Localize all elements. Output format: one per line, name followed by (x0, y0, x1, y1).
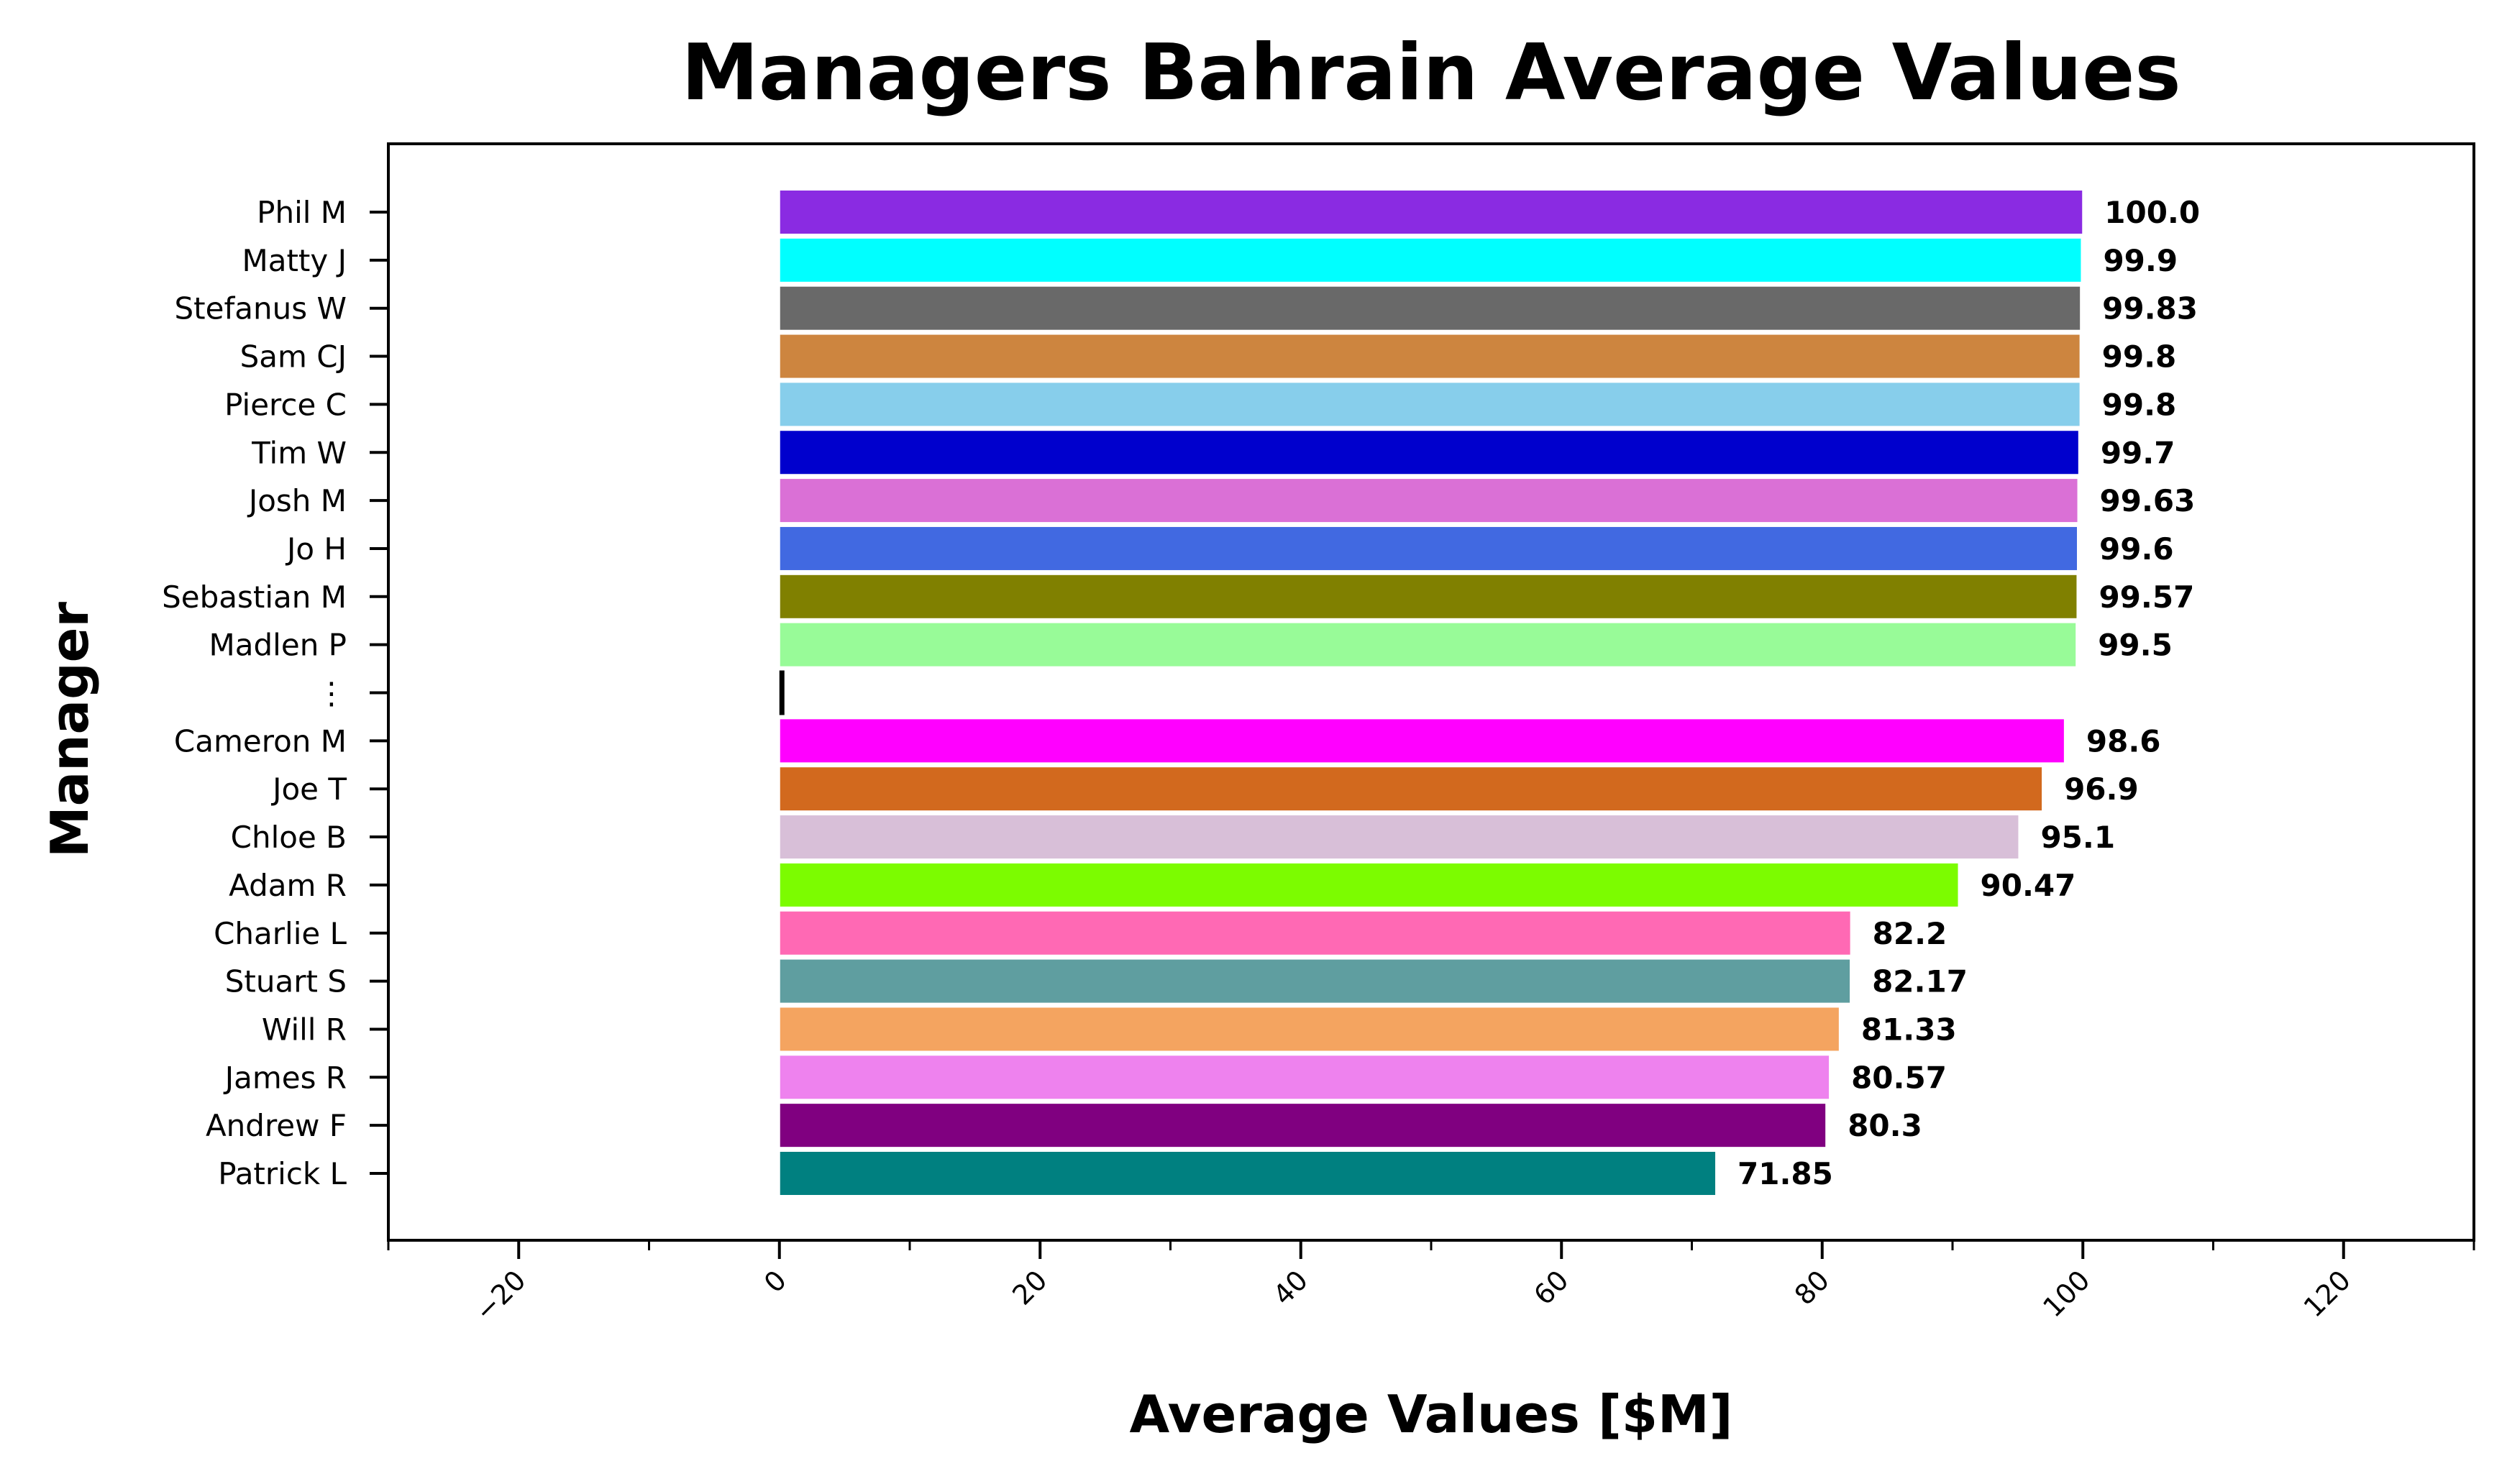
plot-area-frame (387, 142, 2475, 1242)
bar-4 (778, 381, 2081, 428)
value-label-9: 99.5 (2098, 628, 2173, 663)
y-tick-label-12: Joe T (270, 771, 347, 807)
y-axis-label: Manager (40, 602, 100, 858)
y-tick-label-14: Adam R (229, 868, 347, 903)
y-tick-label-6: Josh M (247, 483, 347, 518)
y-tick-label-4: Pierce C (224, 387, 347, 422)
value-label-1: 99.9 (2103, 243, 2178, 278)
y-tick-label-16: Stuart S (225, 964, 347, 999)
value-label-5: 99.7 (2101, 435, 2175, 470)
bar-18 (778, 1054, 1831, 1101)
x-tick-label-6: 100 (2037, 1264, 2096, 1323)
bar-1 (778, 237, 2083, 283)
bar-17 (778, 1006, 1840, 1053)
value-label-14: 90.47 (1981, 868, 2076, 903)
y-axis-ticks: Phil M Matty J Stefanus W Sam CJ Pierce C Tim… (162, 195, 388, 1191)
x-axis-label: Average Values [$M] (1129, 1384, 1732, 1444)
bar-11 (778, 718, 2065, 764)
value-label-0: 100.0 (2104, 195, 2200, 230)
y-tick-label-3: Sam CJ (240, 339, 347, 375)
value-label-20: 71.85 (1737, 1156, 1833, 1191)
x-tick-label-3: 40 (1267, 1264, 1314, 1311)
bar-2 (778, 285, 2082, 331)
value-label-12: 96.9 (2064, 771, 2139, 807)
bar-15 (778, 910, 1852, 956)
y-tick-label-20: Patrick L (218, 1156, 347, 1191)
y-tick-label-15: Charlie L (214, 916, 347, 951)
chart-title: Managers Bahrain Average Values (681, 28, 2181, 118)
bar-0 (778, 189, 2084, 235)
bars-group (778, 189, 2084, 1196)
value-label-19: 80.3 (1848, 1108, 1922, 1143)
value-label-11: 98.6 (2086, 723, 2161, 759)
value-label-3: 99.8 (2102, 339, 2177, 375)
y-tick-label-9: Madlen P (209, 628, 347, 663)
y-tick-label-5: Tim W (251, 435, 347, 470)
value-label-7: 99.6 (2099, 531, 2174, 567)
value-labels-group: 100.099.999.8399.899.899.799.6399.699.57… (1737, 195, 2200, 1191)
bar-8 (778, 573, 2078, 620)
x-tick-label-4: 60 (1528, 1264, 1574, 1311)
x-tick-label-7: 120 (2298, 1264, 2357, 1323)
bar-5 (778, 429, 2080, 476)
y-tick-label-10: ⋮ (316, 676, 347, 711)
bar-13 (778, 814, 2020, 861)
y-tick-label-2: Stefanus W (175, 291, 347, 326)
y-tick-label-18: James R (223, 1060, 347, 1095)
bar-19 (778, 1102, 1827, 1149)
y-tick-label-1: Matty J (242, 243, 347, 278)
x-tick-label-0: −20 (469, 1264, 532, 1327)
bar-7 (778, 525, 2078, 572)
bar-6 (778, 477, 2079, 524)
value-label-2: 99.83 (2102, 291, 2198, 326)
x-axis-ticks: −20 0 20 40 60 80 100 120 (387, 1240, 2475, 1327)
y-tick-label-19: Andrew F (206, 1108, 347, 1143)
y-tick-label-11: Cameron M (174, 723, 347, 759)
value-label-8: 99.57 (2099, 580, 2194, 615)
value-label-16: 82.17 (1872, 964, 1968, 999)
value-label-13: 95.1 (2040, 820, 2115, 855)
value-label-17: 81.33 (1861, 1012, 1957, 1047)
value-label-15: 82.2 (1873, 916, 1947, 951)
y-tick-label-13: Chloe B (231, 820, 347, 855)
y-tick-label-17: Will R (262, 1012, 347, 1047)
value-label-6: 99.63 (2100, 483, 2196, 518)
bar-20 (778, 1150, 1717, 1196)
bar-10 (779, 670, 785, 715)
bar-3 (778, 333, 2081, 380)
y-tick-label-0: Phil M (257, 195, 347, 230)
value-label-18: 80.57 (1851, 1060, 1947, 1095)
x-tick-label-1: 0 (758, 1264, 793, 1298)
y-tick-label-7: Jo H (285, 531, 347, 567)
bar-16 (778, 958, 1852, 1004)
bar-9 (778, 621, 2078, 668)
x-tick-label-5: 80 (1789, 1264, 1835, 1311)
bar-12 (778, 766, 2044, 812)
x-tick-label-2: 20 (1006, 1264, 1053, 1311)
value-label-4: 99.8 (2102, 387, 2177, 422)
y-tick-label-8: Sebastian M (162, 580, 347, 615)
bar-14 (778, 861, 1960, 908)
